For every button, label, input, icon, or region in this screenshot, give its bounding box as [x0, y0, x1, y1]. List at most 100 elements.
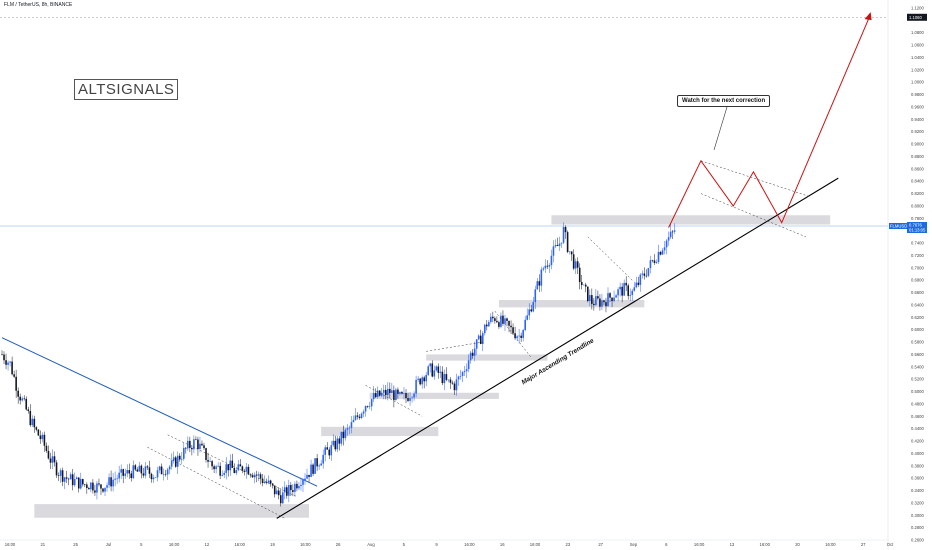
candle-body — [292, 490, 294, 492]
candle-body — [599, 298, 601, 307]
x-tick-label: 5 — [140, 542, 143, 547]
candle-body — [574, 261, 577, 269]
candle-body — [71, 474, 74, 486]
candle-body — [82, 479, 84, 485]
sr-zone — [321, 426, 439, 437]
candle-body — [374, 393, 377, 397]
x-tick-label: 16 — [500, 542, 505, 547]
candle-body — [506, 318, 508, 321]
candle-body — [512, 327, 514, 334]
candle-body — [609, 293, 611, 298]
candle-body — [463, 371, 466, 373]
candle-body — [1, 354, 3, 356]
candle-body — [102, 488, 104, 492]
pattern-dashed-line — [147, 446, 285, 519]
candle-body — [77, 477, 80, 489]
y-tick-label: 1.0800 — [911, 30, 924, 35]
candle-body — [63, 477, 66, 482]
candle-body — [572, 254, 575, 269]
candle-body — [514, 333, 516, 339]
candle-body — [556, 245, 559, 247]
candle-body — [391, 390, 393, 393]
current-price-tag — [907, 221, 927, 233]
x-tick-label: 16:00 — [759, 542, 770, 547]
candle-body — [486, 324, 488, 327]
y-tick-label: 0.8400 — [911, 179, 924, 184]
x-tick-label: 20 — [795, 542, 800, 547]
candle-body — [560, 242, 563, 244]
candle-body — [235, 470, 238, 473]
candle-body — [300, 484, 302, 487]
pattern-dashed-line — [587, 236, 633, 281]
sr-zone — [551, 215, 831, 225]
candle-body — [3, 354, 5, 361]
top-price-badge — [907, 13, 927, 21]
altsignals-logo: ALTSIGNALS — [74, 79, 179, 100]
candle-body — [403, 393, 405, 394]
candle-body — [15, 376, 17, 391]
candle-body — [413, 393, 415, 398]
candle-body — [154, 477, 157, 478]
candle-body — [647, 268, 650, 276]
candle-body — [183, 447, 185, 459]
candle-body — [249, 474, 252, 476]
candle-body — [294, 483, 296, 492]
pattern-dashed-line — [494, 310, 532, 358]
candle-body — [651, 260, 654, 261]
x-tick-label: 23 — [566, 542, 571, 547]
candle-body — [639, 274, 642, 285]
candle-body — [65, 477, 68, 479]
price-axis: 1.1200 1.0800 1.0600 1.0400 1.0200 1.0000 0.98… — [887, 0, 932, 550]
candle-body — [427, 366, 430, 375]
x-tick-label: 16:00 — [530, 542, 541, 547]
candle-body — [43, 434, 46, 446]
candle-body — [203, 445, 205, 449]
candle-body — [257, 474, 260, 476]
y-tick-label: 0.3000 — [911, 513, 924, 518]
y-tick-label: 0.4800 — [911, 401, 924, 406]
correction-callout[interactable]: Watch for the next correction — [677, 95, 771, 107]
candle-body — [607, 293, 609, 307]
candle-body — [649, 260, 652, 269]
candle-body — [439, 371, 442, 373]
candle-body — [653, 260, 656, 263]
candle-body — [318, 465, 320, 467]
candle-body — [19, 396, 21, 401]
candle-body — [536, 281, 539, 290]
candle-body — [627, 285, 629, 296]
candle-body — [267, 480, 270, 483]
candle-body — [449, 379, 452, 383]
y-tick-label: 0.9400 — [911, 117, 924, 122]
candle-body — [162, 473, 165, 475]
candle-body — [494, 318, 496, 321]
candle-body — [350, 422, 353, 428]
candle-body — [259, 474, 262, 479]
x-tick-label: Aug — [367, 542, 375, 547]
y-tick-label: 0.8000 — [911, 203, 924, 208]
candle-body — [405, 393, 407, 399]
candle-body — [580, 282, 583, 286]
candle-body — [423, 377, 425, 382]
candle-body — [199, 443, 201, 449]
candle-body — [263, 481, 266, 484]
candle-body — [158, 466, 161, 471]
candle-body — [409, 398, 411, 401]
sr-zone — [369, 392, 499, 399]
candle-body — [645, 275, 648, 277]
x-tick-label: 16:00 — [5, 542, 16, 547]
x-tick-label: 21 — [40, 542, 45, 547]
y-tick-label: 0.5000 — [911, 389, 924, 394]
candle-body — [663, 247, 666, 251]
candle-body — [271, 483, 274, 486]
candle-body — [275, 490, 278, 495]
y-tick-label: 0.8200 — [911, 191, 924, 196]
candle-body — [593, 303, 595, 306]
candle-body — [277, 490, 280, 496]
candle-body — [528, 309, 531, 316]
y-tick-label: 0.9200 — [911, 129, 924, 134]
candle-body — [532, 302, 535, 312]
candle-body — [481, 333, 484, 345]
candle-body — [395, 389, 397, 401]
y-tick-label: 0.4600 — [911, 414, 924, 419]
